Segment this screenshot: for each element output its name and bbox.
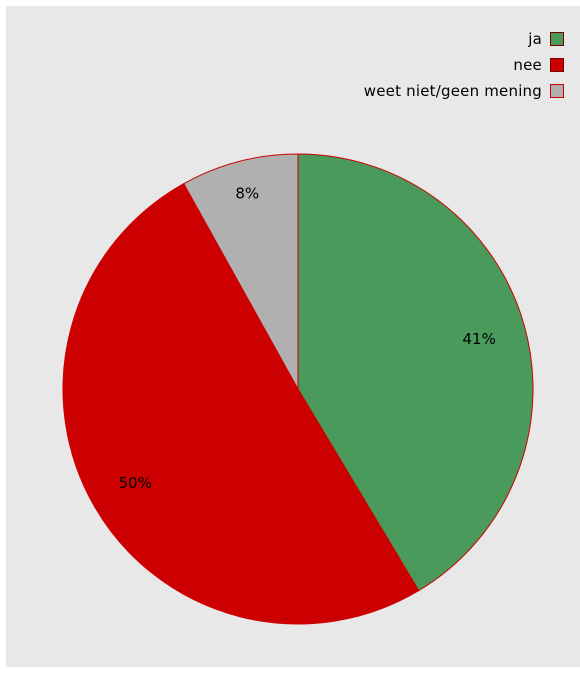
slice-value-label-0: 41% (463, 330, 496, 348)
legend-item-nee: nee (364, 52, 564, 78)
legend: ja nee weet niet/geen mening (364, 26, 564, 104)
legend-label-nee: nee (513, 56, 542, 74)
slice-value-label-1: 50% (119, 474, 152, 492)
legend-label-weet-niet: weet niet/geen mening (363, 82, 542, 100)
legend-swatch-weet-niet (550, 84, 564, 98)
legend-label-ja: ja (528, 30, 542, 48)
pie-slice-1 (62, 182, 420, 625)
legend-item-ja: ja (364, 26, 564, 52)
legend-item-weet-niet: weet niet/geen mening (364, 78, 564, 104)
legend-swatch-nee (550, 58, 564, 72)
legend-swatch-ja (550, 32, 564, 46)
pie-slice-0 (297, 153, 534, 592)
pie-slice-2 (183, 153, 299, 391)
slice-value-label-2: 8% (235, 184, 259, 202)
